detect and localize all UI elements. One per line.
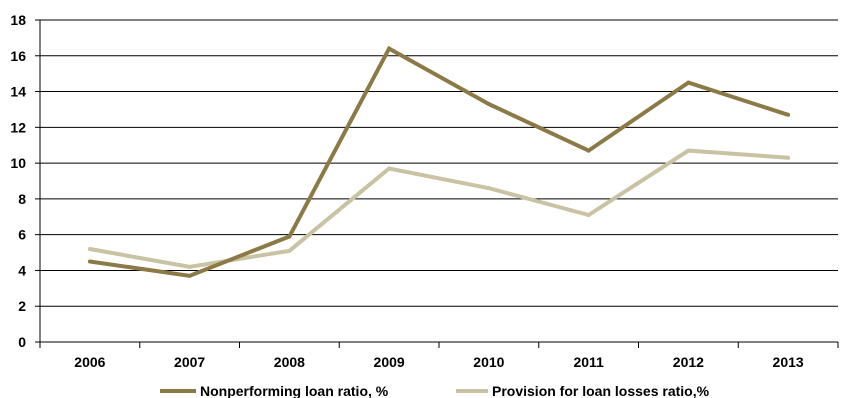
y-tick-label: 4 — [18, 262, 26, 278]
y-tick-label: 14 — [10, 84, 26, 100]
y-tick-label: 10 — [10, 155, 26, 171]
series-0-point — [686, 80, 691, 85]
x-tick-label: 2013 — [773, 354, 804, 370]
y-tick-label: 8 — [18, 191, 26, 207]
series-0-point — [486, 102, 491, 107]
series-0-point — [586, 148, 591, 153]
y-tick-label: 6 — [18, 227, 26, 243]
axes — [35, 19, 839, 348]
series-0-point — [786, 112, 791, 117]
legend-label-1: Provision for loan losses ratio,% — [492, 383, 710, 398]
series-1-point — [686, 148, 691, 153]
y-tick-label: 0 — [18, 334, 26, 350]
series-1-point — [187, 264, 192, 269]
y-tick-label: 16 — [10, 48, 26, 64]
series-1-point — [87, 246, 92, 251]
y-axis-tick-labels: 0 2 4 6 8 10 12 14 16 18 — [10, 12, 26, 350]
legend-label-0: Nonperforming loan ratio, % — [200, 383, 389, 398]
x-axis-tick-labels: 2006 2007 2008 2009 2010 2011 2012 2013 — [74, 354, 804, 370]
series-1-point — [586, 212, 591, 217]
x-tick-label: 2010 — [473, 354, 504, 370]
y-tick-label: 12 — [10, 119, 26, 135]
x-tick-label: 2011 — [573, 354, 604, 370]
y-tick-label: 2 — [18, 298, 26, 314]
series-0-point — [187, 273, 192, 278]
x-tick-label: 2006 — [74, 354, 105, 370]
y-tick-label: 18 — [10, 12, 26, 28]
series-1-point — [786, 155, 791, 160]
series-0-point — [287, 234, 292, 239]
series-0-point — [87, 259, 92, 264]
legend: Nonperforming loan ratio, % Provision for… — [160, 383, 710, 398]
x-tick-label: 2012 — [673, 354, 704, 370]
series-line-0 — [89, 45, 789, 278]
series-lines — [87, 45, 791, 278]
x-tick-label: 2009 — [374, 354, 405, 370]
gridlines — [40, 19, 838, 307]
series-1-point — [387, 166, 392, 171]
x-tick-label: 2007 — [174, 354, 205, 370]
series-line-1 — [89, 148, 789, 269]
x-tick-label: 2008 — [274, 354, 305, 370]
series-1-point — [486, 186, 491, 191]
series-0-point — [387, 46, 392, 51]
series-1-point — [287, 248, 292, 253]
